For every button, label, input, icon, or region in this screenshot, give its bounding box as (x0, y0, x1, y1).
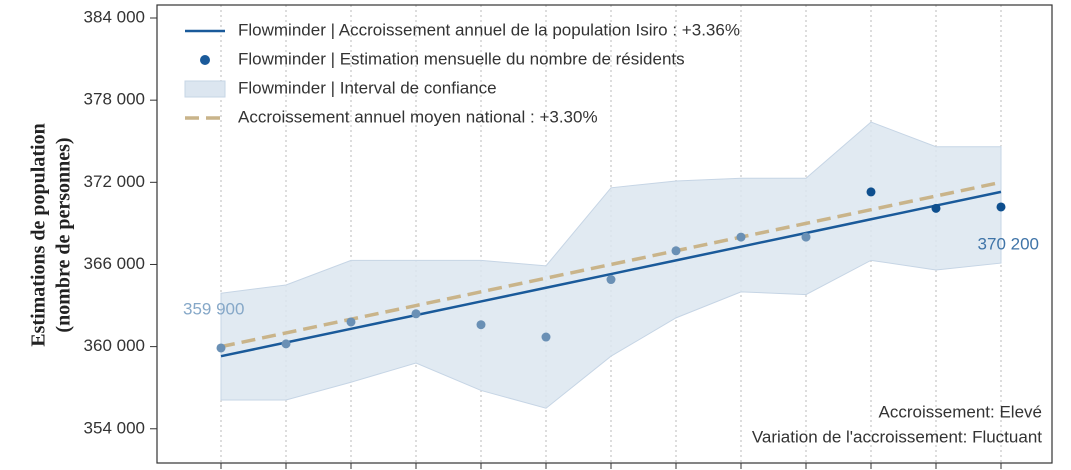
legend-label: Flowminder | Interval de confiance (238, 78, 497, 97)
annotation: Variation de l'accroissement: Fluctuant (752, 427, 1042, 446)
y-tick-label: 360 000 (84, 336, 145, 355)
trend-line (220, 190, 1002, 358)
point (996, 202, 1006, 212)
legend-marker (200, 55, 210, 65)
point (476, 320, 486, 330)
point (346, 317, 356, 327)
annotation: Accroissement: Elevé (879, 402, 1042, 421)
point (281, 339, 291, 349)
point (801, 232, 811, 242)
y-axis-title: (nombre de personnes) (53, 137, 75, 332)
plot-frame (156, 4, 1053, 464)
y-tick-label: 384 000 (84, 7, 145, 26)
point (931, 203, 941, 213)
y-tick-label: 372 000 (84, 172, 145, 191)
legend-marker (184, 80, 226, 98)
data-label: 359 900 (183, 299, 244, 318)
y-tick-label: 378 000 (84, 90, 145, 109)
y-axis-title: Estimations de population (28, 123, 50, 346)
y-tick-label: 366 000 (84, 254, 145, 273)
point (866, 187, 876, 197)
marks: 359 900 370 200 (183, 121, 1039, 409)
point (606, 275, 616, 285)
y-tick-label: 354 000 (84, 418, 145, 437)
point (736, 232, 746, 242)
point (541, 332, 551, 342)
legend: Flowminder | Accroissement annuel de la … (184, 20, 740, 126)
point (216, 343, 226, 353)
data-label: 370 200 (978, 234, 1039, 253)
point (671, 246, 681, 256)
confidence-band (220, 121, 1002, 409)
legend-label: Flowminder | Accroissement annuel de la … (238, 20, 740, 39)
point (411, 309, 421, 319)
legend-label: Accroissement annuel moyen national : +3… (238, 107, 598, 126)
legend-label: Flowminder | Estimation mensuelle du nom… (238, 49, 685, 68)
